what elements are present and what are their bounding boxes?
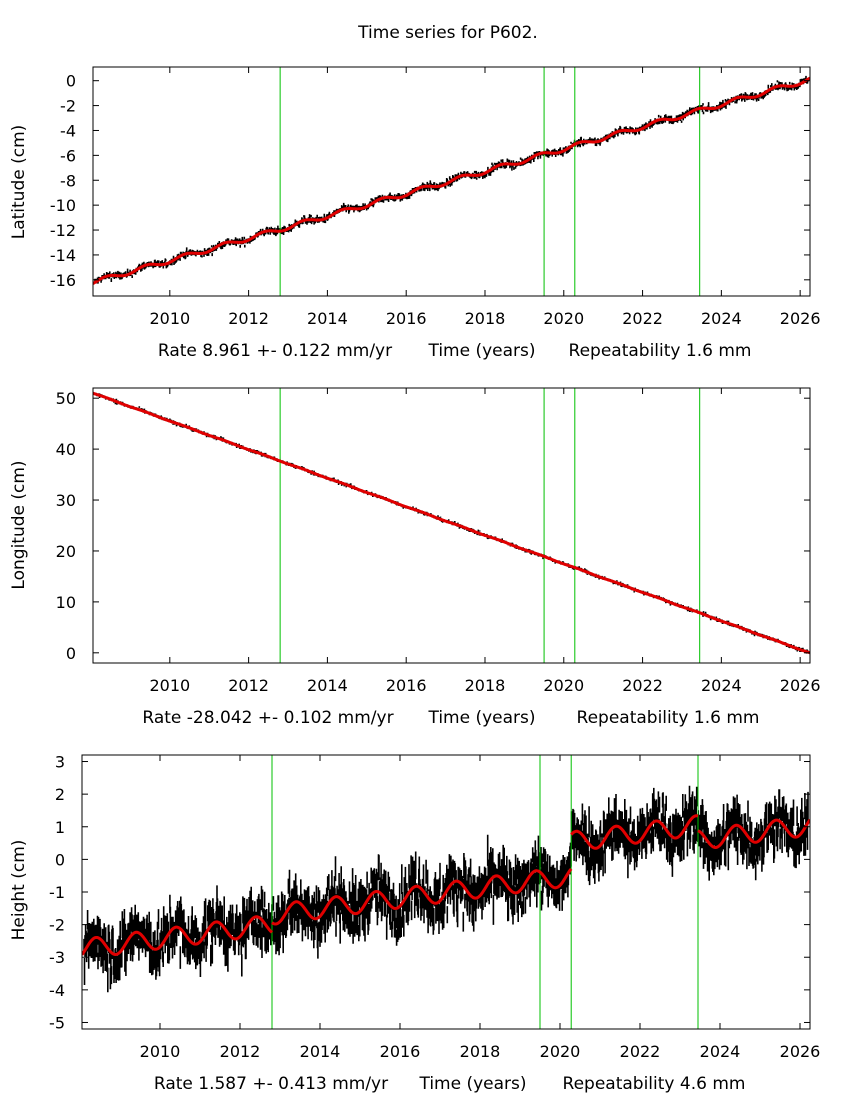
longitude-y-axis-label: Longitude (cm) [9, 460, 29, 589]
longitude-x-tick-label: 2016 [386, 676, 427, 695]
longitude-panel: Longitude (cm) Rate -28.042 +- 0.102 mm/… [9, 387, 821, 728]
longitude-x-tick-label: 2010 [149, 676, 190, 695]
height-y-tick-label: -5 [49, 1013, 65, 1032]
latitude-x-tick-label: 2016 [386, 309, 427, 328]
height-x-tick-label: 2016 [380, 1042, 421, 1061]
height-x-tick-label: 2020 [540, 1042, 581, 1061]
height-rate-text: Rate 1.587 +- 0.413 mm/yr [154, 1074, 388, 1094]
longitude-y-tick-label: 20 [56, 542, 76, 561]
longitude-x-tick-label: 2026 [780, 676, 821, 695]
latitude-plot-frame [92, 66, 811, 297]
height-y-tick-label: 3 [55, 753, 65, 772]
latitude-y-tick-label: -16 [50, 271, 76, 290]
height-repeatability-text: Repeatability 4.6 mm [563, 1074, 746, 1094]
height-x-tick-label: 2012 [220, 1042, 261, 1061]
height-model-segment-1 [82, 915, 274, 956]
height-x-axis-label: Time (years) [418, 1074, 526, 1094]
longitude-x-tick-label: 2018 [465, 676, 506, 695]
latitude-y-tick-label: 0 [66, 72, 76, 91]
height-x-tick-label: 2022 [620, 1042, 661, 1061]
height-x-tick-label: 2014 [300, 1042, 341, 1061]
latitude-y-axis-label: Latitude (cm) [9, 125, 29, 240]
height-y-tick-label: 1 [55, 818, 65, 837]
height-y-tick-label: -4 [49, 981, 65, 1000]
latitude-y-tick-label: -4 [60, 121, 76, 140]
height-x-tick-label: 2024 [700, 1042, 741, 1061]
latitude-x-tick-label: 2012 [228, 309, 269, 328]
latitude-x-tick-label: 2014 [307, 309, 348, 328]
longitude-x-tick-label: 2014 [307, 676, 348, 695]
height-model-segment-3 [570, 814, 699, 850]
height-x-tick-label: 2026 [780, 1042, 821, 1061]
longitude-y-tick-label: 40 [56, 440, 76, 459]
height-model-segment-4 [697, 818, 810, 849]
longitude-x-tick-label: 2024 [701, 676, 742, 695]
height-y-axis-label: Height (cm) [9, 840, 29, 941]
latitude-x-tick-label: 2018 [465, 309, 506, 328]
height-y-tick-label: 0 [55, 850, 65, 869]
longitude-x-tick-label: 2022 [622, 676, 663, 695]
longitude-x-tick-label: 2012 [228, 676, 269, 695]
latitude-x-tick-label: 2026 [780, 309, 821, 328]
longitude-x-tick-label: 2020 [543, 676, 584, 695]
longitude-plot-frame [92, 387, 811, 664]
longitude-y-tick-label: 30 [56, 491, 76, 510]
figure-title: Time series for P602. [357, 23, 538, 43]
latitude-panel: Latitude (cm) Rate 8.961 +- 0.122 mm/yr … [9, 66, 821, 361]
longitude-rate-text: Rate -28.042 +- 0.102 mm/yr [142, 708, 393, 728]
latitude-x-tick-label: 2020 [543, 309, 584, 328]
height-x-tick-label: 2018 [460, 1042, 501, 1061]
latitude-x-tick-label: 2024 [701, 309, 742, 328]
latitude-x-tick-label: 2010 [149, 309, 190, 328]
longitude-y-tick-label: 0 [66, 644, 76, 663]
height-y-tick-label: -1 [49, 883, 65, 902]
latitude-x-tick-label: 2022 [622, 309, 663, 328]
latitude-y-tick-label: -6 [60, 146, 76, 165]
latitude-y-tick-label: -12 [50, 221, 76, 240]
latitude-y-tick-label: -2 [60, 97, 76, 116]
latitude-model-segment-1 [93, 76, 810, 285]
latitude-y-tick-label: -14 [50, 246, 76, 265]
longitude-x-axis-label: Time (years) [427, 708, 535, 728]
latitude-y-tick-label: -10 [50, 196, 76, 215]
latitude-repeatability-text: Repeatability 1.6 mm [569, 341, 752, 361]
latitude-y-tick-label: -8 [60, 171, 76, 190]
latitude-rate-text: Rate 8.961 +- 0.122 mm/yr [158, 341, 392, 361]
longitude-repeatability-text: Repeatability 1.6 mm [577, 708, 760, 728]
height-y-tick-label: -2 [49, 916, 65, 935]
longitude-y-tick-label: 10 [56, 593, 76, 612]
latitude-x-axis-label: Time (years) [427, 341, 535, 361]
height-y-tick-label: -3 [49, 948, 65, 967]
height-x-tick-label: 2010 [140, 1042, 181, 1061]
height-observation-bars [83, 785, 809, 993]
height-y-tick-label: 2 [55, 785, 65, 804]
height-panel: Height (cm) Rate 1.587 +- 0.413 mm/yr Ti… [9, 753, 820, 1094]
longitude-y-tick-label: 50 [56, 389, 76, 408]
longitude-model-segment-1 [93, 391, 810, 655]
height-observations [83, 785, 809, 993]
height-model-segment-2 [271, 867, 573, 926]
